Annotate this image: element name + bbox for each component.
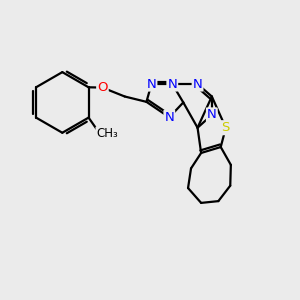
- Text: O: O: [97, 81, 108, 94]
- Text: N: N: [147, 77, 156, 91]
- Text: S: S: [222, 121, 230, 134]
- Text: CH₃: CH₃: [96, 128, 118, 140]
- Text: N: N: [193, 77, 202, 91]
- Text: N: N: [167, 77, 177, 91]
- Text: N: N: [164, 111, 174, 124]
- Text: N: N: [207, 108, 217, 122]
